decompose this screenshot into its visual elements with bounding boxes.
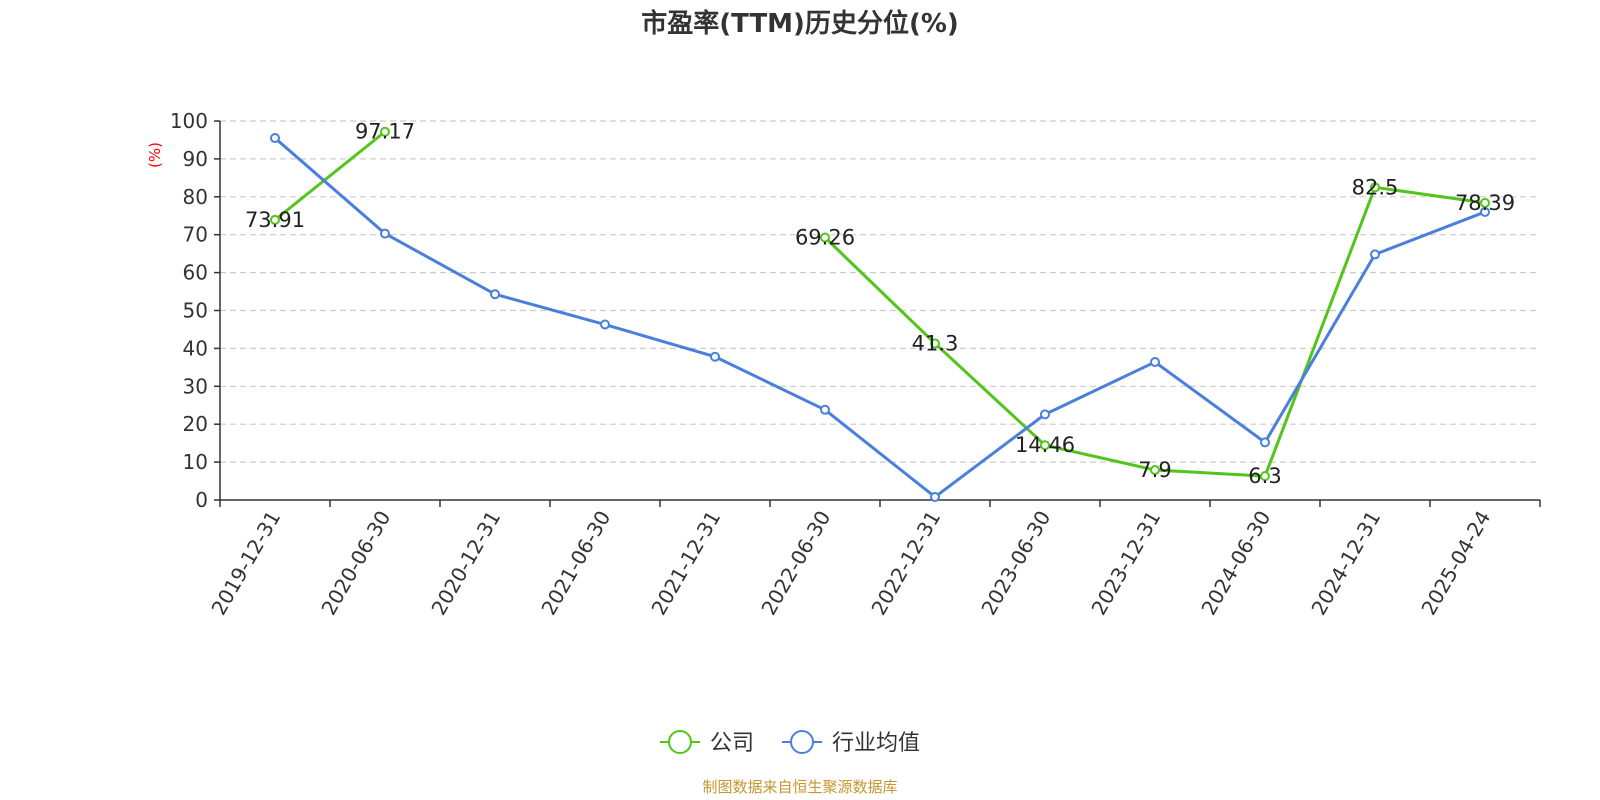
data-point[interactable] xyxy=(1040,409,1050,420)
data-label: 78.39 xyxy=(1455,191,1515,215)
data-point[interactable] xyxy=(1150,465,1160,476)
y-tick-label: 10 xyxy=(183,450,208,474)
x-tick-label: 2021-06-30 xyxy=(536,507,615,620)
data-point[interactable] xyxy=(380,126,390,137)
data-point[interactable] xyxy=(1370,182,1380,193)
data-point[interactable] xyxy=(270,214,280,225)
legend-label: 公司 xyxy=(710,731,754,756)
source-note: 制图数据来自恒生聚源数据库 xyxy=(702,778,897,796)
data-point[interactable] xyxy=(1260,471,1270,482)
data-point[interactable] xyxy=(820,232,830,243)
data-label: 82.5 xyxy=(1352,175,1399,199)
data-labels: 73.91 97.17 69.26 41.3 14.46 7.9 6.3 82.5 78.39 xyxy=(245,120,1515,488)
legend-item-1[interactable]: 行业均值 xyxy=(782,730,920,756)
data-point[interactable] xyxy=(1150,357,1160,368)
data-point[interactable] xyxy=(820,404,830,415)
data-point[interactable] xyxy=(490,289,500,300)
x-axis: 2019-12-31 2020-06-30 2020-12-31 2021-06-30… xyxy=(206,499,1541,620)
x-tick-label: 2019-12-31 xyxy=(206,507,285,620)
data-label: 7.9 xyxy=(1138,458,1171,482)
series-0 xyxy=(270,126,1490,482)
x-tick-label: 2021-12-31 xyxy=(646,507,725,620)
data-point[interactable] xyxy=(710,351,720,362)
data-label: 97.17 xyxy=(355,120,415,144)
x-tick-label: 2024-12-31 xyxy=(1306,507,1385,620)
data-point[interactable] xyxy=(270,133,280,144)
y-tick-label: 60 xyxy=(183,261,208,285)
y-tick-label: 70 xyxy=(183,223,208,247)
chart-title: 市盈率(TTM)历史分位(%) xyxy=(641,8,959,39)
legend[interactable]: 公司 行业均值 xyxy=(660,730,920,756)
data-label: 73.91 xyxy=(245,208,305,232)
y-tick-label: 20 xyxy=(183,412,208,436)
y-tick-label: 100 xyxy=(170,109,208,133)
y-tick-label: 40 xyxy=(183,336,208,360)
data-point[interactable] xyxy=(1040,440,1050,451)
data-label: 69.26 xyxy=(795,226,855,250)
data-point[interactable] xyxy=(1480,206,1490,217)
data-point[interactable] xyxy=(380,228,390,239)
legend-item-0[interactable]: 公司 xyxy=(660,730,754,756)
y-tick-label: 80 xyxy=(183,185,208,209)
series-line xyxy=(274,130,386,222)
y-axis-label: (%) xyxy=(146,142,164,168)
x-tick-label: 2023-06-30 xyxy=(976,507,1055,620)
data-label: 6.3 xyxy=(1248,464,1281,488)
x-tick-label: 2023-12-31 xyxy=(1086,507,1165,620)
data-point[interactable] xyxy=(600,319,610,330)
data-point[interactable] xyxy=(1370,249,1380,260)
y-tick-label: 30 xyxy=(183,374,208,398)
data-label: 41.3 xyxy=(912,331,959,355)
gridlines xyxy=(220,120,1540,463)
legend-marker xyxy=(668,730,692,754)
series-group xyxy=(270,126,1490,502)
legend-marker xyxy=(790,730,814,754)
x-tick-label: 2020-12-31 xyxy=(426,507,505,620)
x-tick-label: 2025-04-24 xyxy=(1416,507,1495,620)
data-point[interactable] xyxy=(1480,197,1490,208)
legend-label: 行业均值 xyxy=(832,731,920,756)
data-point[interactable] xyxy=(930,338,940,349)
data-label: 14.46 xyxy=(1015,433,1075,457)
x-tick-label: 2022-06-30 xyxy=(756,507,835,620)
data-point[interactable] xyxy=(930,491,940,502)
y-tick-label: 50 xyxy=(183,299,208,323)
y-axis: 0 10 20 30 40 50 60 70 80 90 100 xyxy=(170,109,221,512)
series-1 xyxy=(270,133,1490,502)
data-point[interactable] xyxy=(1260,437,1270,448)
y-tick-label: 0 xyxy=(195,488,208,512)
y-tick-label: 90 xyxy=(183,147,208,171)
x-tick-label: 2024-06-30 xyxy=(1196,507,1275,620)
x-tick-label: 2022-12-31 xyxy=(866,507,945,620)
series-line xyxy=(274,136,1486,499)
x-tick-label: 2020-06-30 xyxy=(316,507,395,620)
